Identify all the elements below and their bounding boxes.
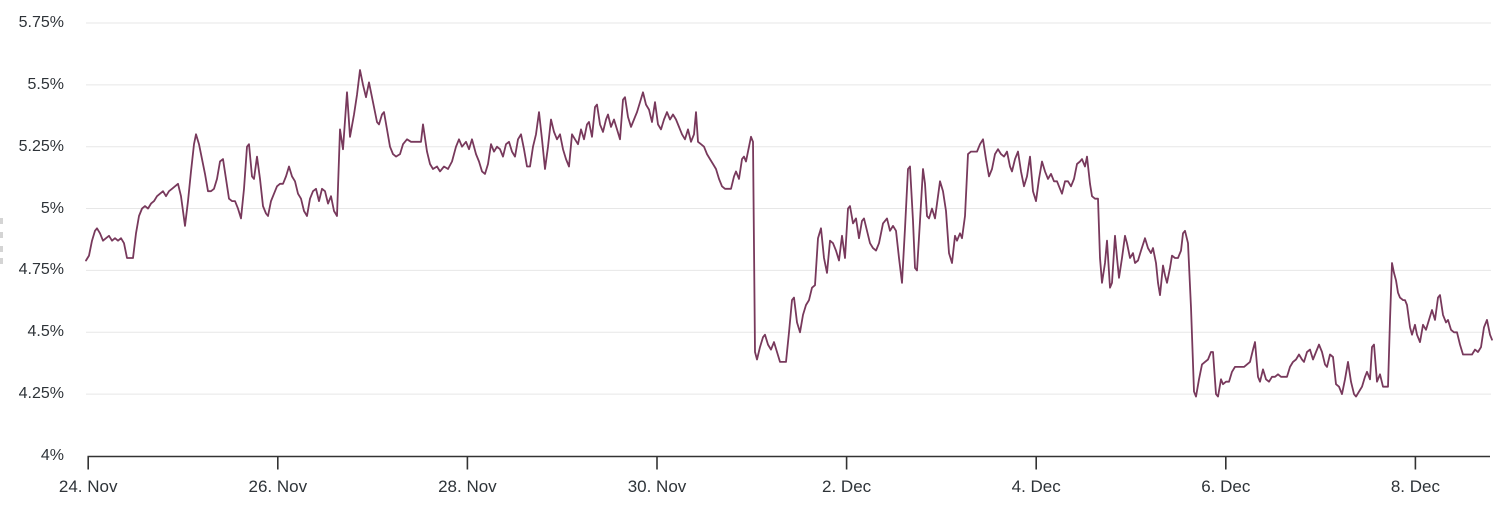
y-axis-label: 5% xyxy=(40,199,64,217)
y-axis-label: 5.75% xyxy=(18,14,64,31)
y-axis-label: 5.5% xyxy=(27,75,64,93)
rate-series-line xyxy=(85,69,1493,398)
x-axis-label: 28. Nov xyxy=(438,477,497,496)
y-axis-label: 5.25% xyxy=(18,137,64,155)
x-axis-label: 30. Nov xyxy=(627,477,687,496)
y-axis-label: 4.25% xyxy=(18,385,64,403)
y-axis-label: 4% xyxy=(40,446,64,464)
x-axis-label: 4. Dec xyxy=(1011,477,1061,496)
x-axis-ticks xyxy=(87,456,1417,470)
y-axis-label: 4.5% xyxy=(27,323,64,341)
clipped-title-mark xyxy=(0,258,3,264)
y-axis-label: 4.75% xyxy=(18,261,64,279)
gridlines xyxy=(86,22,1491,395)
clipped-title-mark xyxy=(0,232,3,238)
clipped-title-mark xyxy=(0,246,3,252)
x-axis-label: 26. Nov xyxy=(248,477,308,496)
x-axis-label: 8. Dec xyxy=(1390,477,1440,496)
clipped-title-mark xyxy=(0,218,3,224)
x-axis-label: 24. Nov xyxy=(58,477,118,496)
x-axis-label: 2. Dec xyxy=(822,477,872,496)
x-axis-label: 6. Dec xyxy=(1201,477,1251,496)
